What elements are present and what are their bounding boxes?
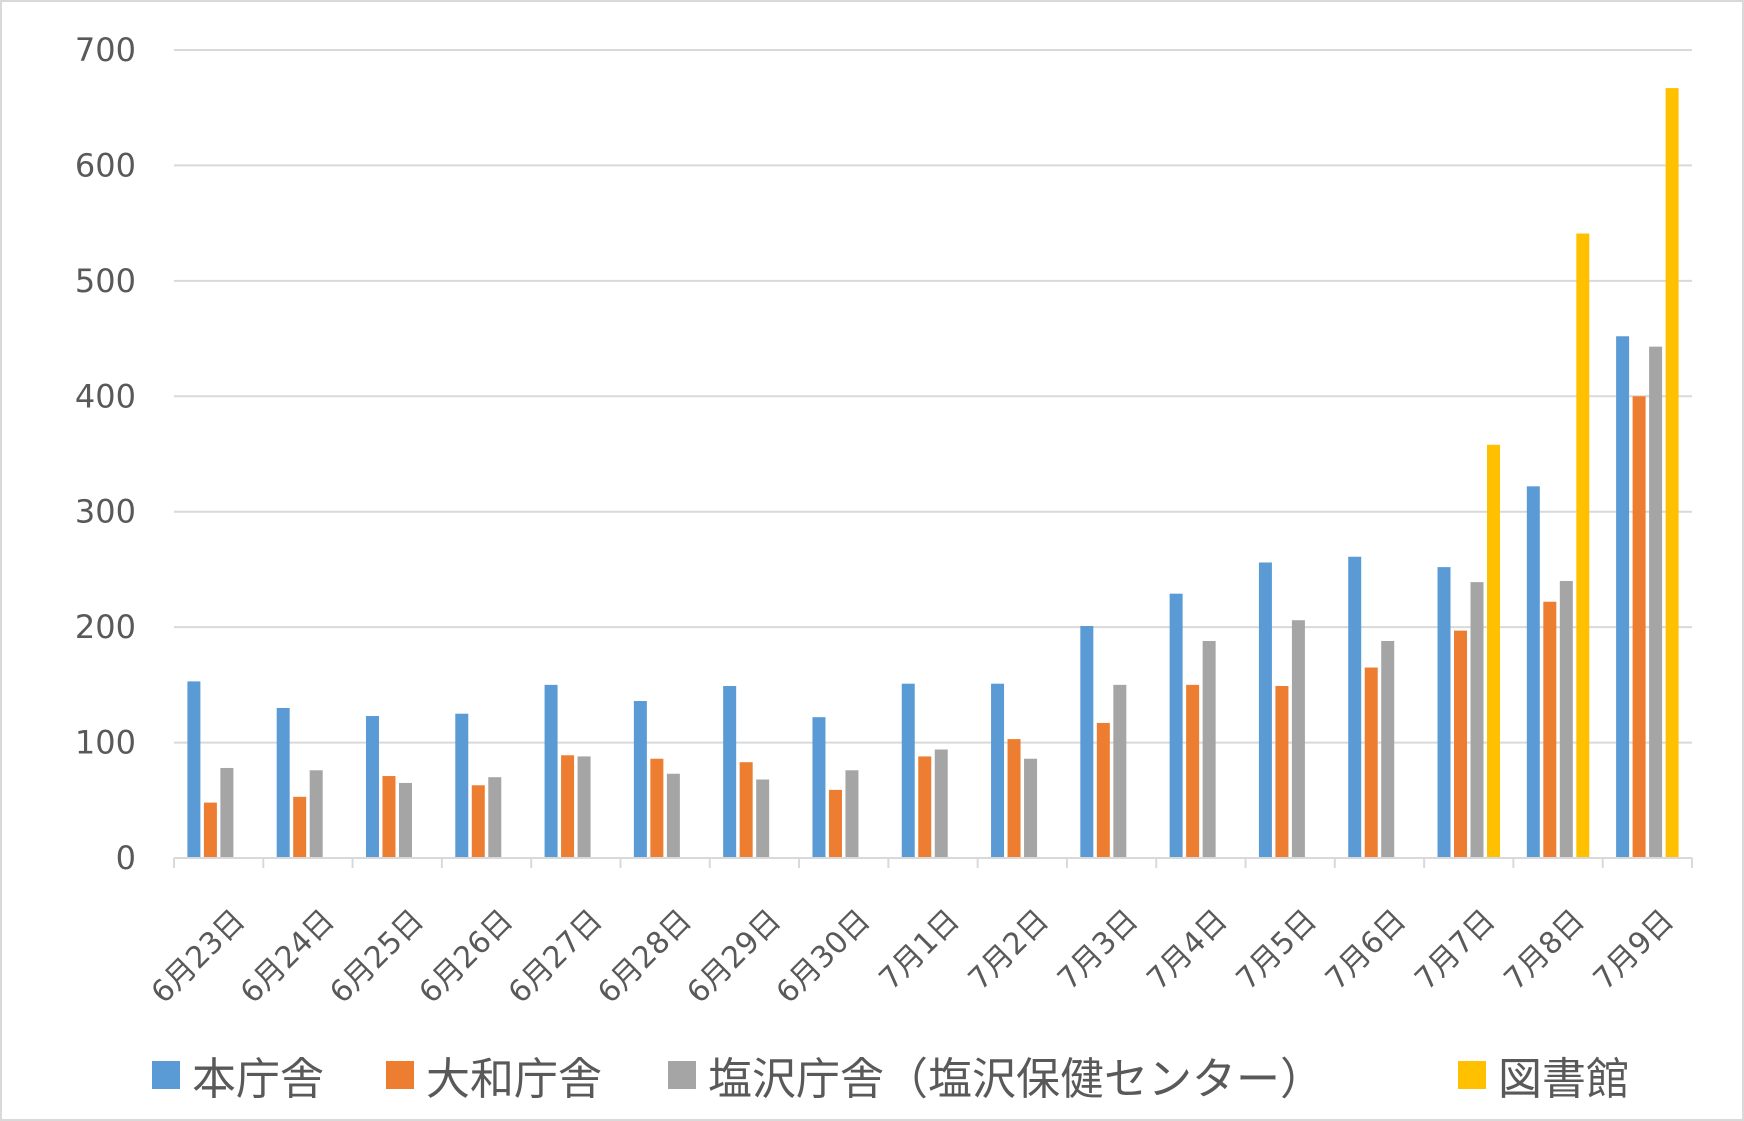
bars: [187, 88, 1679, 859]
legend-label-2: 塩沢庁舎（塩沢保健センター）: [708, 1054, 1324, 1105]
x-tick-label: 7月9日: [1587, 903, 1681, 997]
x-tick-label: 6月28日: [591, 903, 699, 1011]
bar-16-1: [1632, 396, 1646, 858]
bar-9-0: [991, 683, 1005, 858]
legend-label-1: 大和庁舎: [426, 1054, 602, 1105]
legend-label-3: 図書館: [1498, 1054, 1630, 1105]
bar-10-1: [1096, 722, 1110, 858]
y-tick-label: 200: [75, 608, 136, 646]
bar-14-3: [1487, 444, 1501, 858]
y-tick-label: 400: [75, 377, 136, 415]
bar-6-2: [756, 779, 770, 858]
bar-8-0: [901, 683, 915, 858]
bar-15-3: [1576, 233, 1590, 858]
bar-12-1: [1275, 686, 1289, 858]
bar-13-0: [1348, 556, 1362, 858]
bar-1-0: [276, 707, 290, 858]
legend-item-0: 本庁舎: [152, 1042, 324, 1108]
bar-1-1: [293, 796, 307, 858]
bar-16-2: [1649, 346, 1663, 858]
legend-swatch-1: [386, 1061, 414, 1089]
x-tick-label: 7月1日: [872, 903, 966, 997]
bar-5-1: [650, 758, 664, 858]
y-tick-label: 100: [75, 724, 136, 762]
legend-item-2: 塩沢庁舎（塩沢保健センター）: [668, 1042, 1324, 1108]
x-tick-label: 7月7日: [1408, 903, 1502, 997]
legend: 本庁舎 大和庁舎 塩沢庁舎（塩沢保健センター） 図書館: [2, 1042, 1744, 1108]
bar-4-2: [577, 756, 591, 858]
bar-14-1: [1454, 630, 1468, 858]
x-tick-label: 6月29日: [680, 903, 788, 1011]
bar-0-1: [203, 802, 217, 858]
x-tick-label: 7月6日: [1319, 903, 1413, 997]
bar-1-2: [309, 770, 323, 858]
bar-3-2: [488, 777, 502, 858]
bar-5-2: [666, 773, 680, 858]
x-tick-label: 6月27日: [502, 903, 610, 1011]
legend-item-1: 大和庁舎: [386, 1042, 602, 1108]
legend-swatch-3: [1458, 1061, 1486, 1089]
bar-3-0: [455, 713, 469, 858]
bar-12-0: [1258, 562, 1272, 858]
bar-2-2: [398, 782, 412, 858]
bar-4-1: [561, 755, 575, 858]
x-tick-label: 7月4日: [1140, 903, 1234, 997]
legend-swatch-2: [668, 1061, 696, 1089]
x-tick-label: 7月3日: [1051, 903, 1145, 997]
bar-6-0: [723, 686, 737, 858]
bar-7-0: [812, 717, 826, 858]
bar-11-0: [1169, 593, 1183, 858]
bar-16-0: [1616, 336, 1630, 859]
bar-5-0: [633, 701, 647, 858]
bar-6-1: [739, 762, 753, 858]
x-axis: [173, 857, 1693, 868]
bar-11-1: [1186, 684, 1200, 858]
x-tick-label: 6月26日: [413, 903, 521, 1011]
bar-10-0: [1080, 625, 1094, 858]
x-tick-label: 6月24日: [234, 903, 342, 1011]
x-tick-label: 7月8日: [1498, 903, 1592, 997]
x-tick-label: 7月2日: [962, 903, 1056, 997]
gridlines: [174, 49, 1692, 744]
legend-item-3: 図書館: [1458, 1042, 1630, 1108]
bar-7-2: [845, 770, 859, 858]
bar-0-0: [187, 681, 201, 858]
y-tick-label: 300: [75, 493, 136, 531]
bar-15-2: [1559, 580, 1573, 858]
x-axis-ticks: 6月23日6月24日6月25日6月26日6月27日6月28日6月29日6月30日…: [145, 903, 1681, 1011]
bar-2-1: [382, 776, 396, 858]
legend-swatch-0: [152, 1061, 180, 1089]
bar-8-2: [934, 749, 948, 858]
bar-0-2: [220, 767, 234, 858]
bar-3-1: [471, 785, 485, 858]
bar-2-0: [365, 716, 379, 858]
bar-11-2: [1202, 640, 1216, 858]
x-tick-label: 7月5日: [1230, 903, 1324, 997]
bar-7-1: [828, 789, 842, 858]
bar-14-2: [1470, 582, 1484, 858]
y-axis-ticks: 0 100 200 300 400 500 600 700: [75, 31, 136, 877]
bar-10-2: [1113, 684, 1127, 858]
y-tick-label: 700: [75, 31, 136, 69]
bar-4-0: [544, 684, 558, 858]
bar-9-2: [1024, 758, 1038, 858]
bar-15-0: [1526, 486, 1540, 858]
bar-13-1: [1364, 667, 1378, 858]
bar-15-1: [1543, 601, 1557, 858]
y-tick-label: 0: [116, 839, 136, 877]
x-tick-label: 6月25日: [323, 903, 431, 1011]
bar-9-1: [1007, 739, 1021, 858]
bar-14-0: [1437, 567, 1451, 858]
bar-8-1: [918, 756, 932, 858]
y-tick-label: 600: [75, 146, 136, 184]
bar-12-2: [1291, 620, 1305, 858]
x-tick-label: 6月30日: [770, 903, 878, 1011]
legend-label-0: 本庁舎: [192, 1054, 324, 1105]
x-tick-label: 6月23日: [145, 903, 253, 1011]
bar-16-3: [1665, 88, 1679, 858]
y-tick-label: 500: [75, 262, 136, 300]
bar-13-2: [1381, 640, 1395, 858]
